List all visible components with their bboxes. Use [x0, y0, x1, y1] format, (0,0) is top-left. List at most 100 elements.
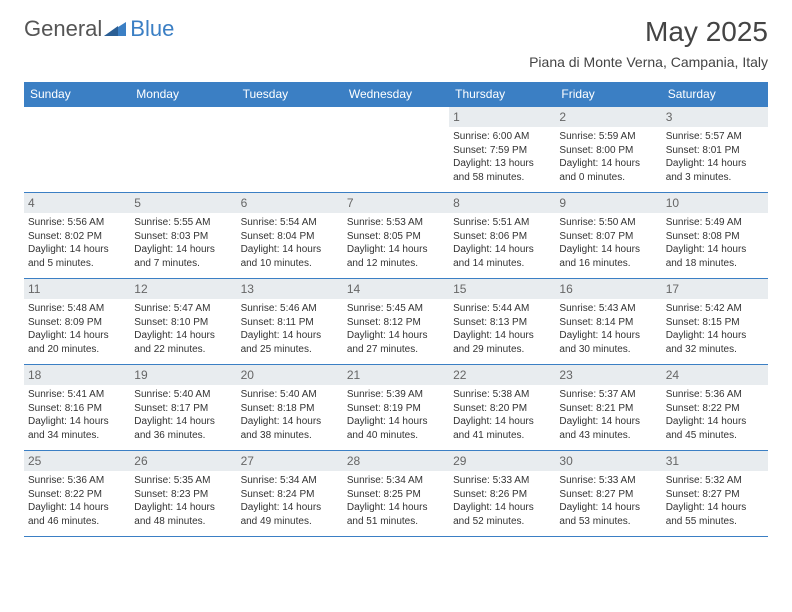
calendar-day-cell: 11Sunrise: 5:48 AMSunset: 8:09 PMDayligh…: [24, 279, 130, 365]
daylight-line: Daylight: 14 hours and 41 minutes.: [453, 415, 551, 442]
calendar-day-cell: 30Sunrise: 5:33 AMSunset: 8:27 PMDayligh…: [555, 451, 661, 537]
weekday-header: Monday: [130, 82, 236, 107]
sunset-line: Sunset: 8:21 PM: [559, 402, 657, 416]
sunset-line: Sunset: 8:18 PM: [241, 402, 339, 416]
sunrise-line: Sunrise: 5:35 AM: [134, 474, 232, 488]
sunrise-line: Sunrise: 5:33 AM: [453, 474, 551, 488]
calendar-week-row: 11Sunrise: 5:48 AMSunset: 8:09 PMDayligh…: [24, 279, 768, 365]
calendar-day-cell: 4Sunrise: 5:56 AMSunset: 8:02 PMDaylight…: [24, 193, 130, 279]
brand-text-blue: Blue: [130, 16, 174, 42]
day-number: 30: [555, 451, 661, 471]
calendar-day-cell: 14Sunrise: 5:45 AMSunset: 8:12 PMDayligh…: [343, 279, 449, 365]
sunset-line: Sunset: 8:25 PM: [347, 488, 445, 502]
sunset-line: Sunset: 7:59 PM: [453, 144, 551, 158]
day-number: 10: [662, 193, 768, 213]
day-number: 26: [130, 451, 236, 471]
month-title: May 2025: [529, 16, 768, 48]
daylight-line: Daylight: 14 hours and 27 minutes.: [347, 329, 445, 356]
daylight-line: Daylight: 14 hours and 32 minutes.: [666, 329, 764, 356]
sunset-line: Sunset: 8:17 PM: [134, 402, 232, 416]
calendar-day-cell: 9Sunrise: 5:50 AMSunset: 8:07 PMDaylight…: [555, 193, 661, 279]
sunset-line: Sunset: 8:03 PM: [134, 230, 232, 244]
day-number: 18: [24, 365, 130, 385]
daylight-line: Daylight: 14 hours and 36 minutes.: [134, 415, 232, 442]
page-header: General Blue May 2025 Piana di Monte Ver…: [0, 0, 792, 74]
calendar-day-cell: 23 Sunrise: 5:37 AMSunset: 8:21 PMDayligh…: [555, 365, 661, 451]
sunset-line: Sunset: 8:15 PM: [666, 316, 764, 330]
weekday-header-row: Sunday Monday Tuesday Wednesday Thursday…: [24, 82, 768, 107]
day-number: 22: [449, 365, 555, 385]
sunrise-line: Sunrise: 5:39 AM: [347, 388, 445, 402]
location-text: Piana di Monte Verna, Campania, Italy: [529, 54, 768, 70]
sunrise-line: Sunrise: 5:53 AM: [347, 216, 445, 230]
sunrise-line: Sunrise: 5:51 AM: [453, 216, 551, 230]
calendar-day-cell: 2Sunrise: 5:59 AMSunset: 8:00 PMDaylight…: [555, 107, 661, 193]
day-number: 5: [130, 193, 236, 213]
calendar-day-cell: 31Sunrise: 5:32 AMSunset: 8:27 PMDayligh…: [662, 451, 768, 537]
day-number: 29: [449, 451, 555, 471]
day-number: 14: [343, 279, 449, 299]
sunrise-line: Sunrise: 5:46 AM: [241, 302, 339, 316]
day-number: 4: [24, 193, 130, 213]
daylight-line: Daylight: 14 hours and 29 minutes.: [453, 329, 551, 356]
sunrise-line: Sunrise: 5:36 AM: [28, 474, 126, 488]
weekday-header: Tuesday: [237, 82, 343, 107]
calendar-week-row: 18Sunrise: 5:41 AMSunset: 8:16 PMDayligh…: [24, 365, 768, 451]
calendar-day-cell: 6Sunrise: 5:54 AMSunset: 8:04 PMDaylight…: [237, 193, 343, 279]
day-number: 21: [343, 365, 449, 385]
sunrise-line: Sunrise: 5:40 AM: [241, 388, 339, 402]
daylight-line: Daylight: 14 hours and 46 minutes.: [28, 501, 126, 528]
sunset-line: Sunset: 8:05 PM: [347, 230, 445, 244]
sunrise-line: Sunrise: 5:36 AM: [666, 388, 764, 402]
calendar-day-cell: 16Sunrise: 5:43 AMSunset: 8:14 PMDayligh…: [555, 279, 661, 365]
sunrise-line: Sunrise: 5:43 AM: [559, 302, 657, 316]
calendar-day-cell: 10Sunrise: 5:49 AMSunset: 8:08 PMDayligh…: [662, 193, 768, 279]
calendar-day-cell: 27Sunrise: 5:34 AMSunset: 8:24 PMDayligh…: [237, 451, 343, 537]
title-block: May 2025 Piana di Monte Verna, Campania,…: [529, 16, 768, 70]
calendar-day-cell: 3Sunrise: 5:57 AMSunset: 8:01 PMDaylight…: [662, 107, 768, 193]
calendar-day-cell: 5Sunrise: 5:55 AMSunset: 8:03 PMDaylight…: [130, 193, 236, 279]
calendar-day-cell: 28Sunrise: 5:34 AMSunset: 8:25 PMDayligh…: [343, 451, 449, 537]
calendar-day-cell: 25Sunrise: 5:36 AMSunset: 8:22 PMDayligh…: [24, 451, 130, 537]
calendar-day-cell: 19Sunrise: 5:40 AMSunset: 8:17 PMDayligh…: [130, 365, 236, 451]
daylight-line: Daylight: 14 hours and 7 minutes.: [134, 243, 232, 270]
calendar-day-cell: 17Sunrise: 5:42 AMSunset: 8:15 PMDayligh…: [662, 279, 768, 365]
day-number: 16: [555, 279, 661, 299]
sunset-line: Sunset: 8:00 PM: [559, 144, 657, 158]
sunset-line: Sunset: 8:22 PM: [28, 488, 126, 502]
sunset-line: Sunset: 8:27 PM: [666, 488, 764, 502]
day-number: 11: [24, 279, 130, 299]
sunset-line: Sunset: 8:26 PM: [453, 488, 551, 502]
daylight-line: Daylight: 14 hours and 20 minutes.: [28, 329, 126, 356]
brand-text-general: General: [24, 16, 102, 42]
day-number: 3: [662, 107, 768, 127]
daylight-line: Daylight: 14 hours and 40 minutes.: [347, 415, 445, 442]
calendar-day-cell: 7Sunrise: 5:53 AMSunset: 8:05 PMDaylight…: [343, 193, 449, 279]
daylight-line: Daylight: 14 hours and 43 minutes.: [559, 415, 657, 442]
calendar-day-cell: 29Sunrise: 5:33 AMSunset: 8:26 PMDayligh…: [449, 451, 555, 537]
daylight-line: Daylight: 13 hours and 58 minutes.: [453, 157, 551, 184]
sunrise-line: Sunrise: 5:34 AM: [347, 474, 445, 488]
day-number: 23: [555, 365, 661, 385]
daylight-line: Daylight: 14 hours and 0 minutes.: [559, 157, 657, 184]
day-number: 12: [130, 279, 236, 299]
sunset-line: Sunset: 8:13 PM: [453, 316, 551, 330]
day-number: 20: [237, 365, 343, 385]
weekday-header: Saturday: [662, 82, 768, 107]
daylight-line: Daylight: 14 hours and 14 minutes.: [453, 243, 551, 270]
day-number: 9: [555, 193, 661, 213]
daylight-line: Daylight: 14 hours and 3 minutes.: [666, 157, 764, 184]
weekday-header: Friday: [555, 82, 661, 107]
sunset-line: Sunset: 8:09 PM: [28, 316, 126, 330]
calendar-day-cell: [130, 107, 236, 193]
daylight-line: Daylight: 14 hours and 34 minutes.: [28, 415, 126, 442]
sunrise-line: Sunrise: 5:37 AM: [559, 388, 657, 402]
sunrise-line: Sunrise: 5:59 AM: [559, 130, 657, 144]
sunset-line: Sunset: 8:04 PM: [241, 230, 339, 244]
sunset-line: Sunset: 8:08 PM: [666, 230, 764, 244]
sunrise-line: Sunrise: 5:47 AM: [134, 302, 232, 316]
sunset-line: Sunset: 8:19 PM: [347, 402, 445, 416]
sunset-line: Sunset: 8:24 PM: [241, 488, 339, 502]
calendar-day-cell: 21 Sunrise: 5:39 AMSunset: 8:19 PMDayligh…: [343, 365, 449, 451]
daylight-line: Daylight: 14 hours and 16 minutes.: [559, 243, 657, 270]
